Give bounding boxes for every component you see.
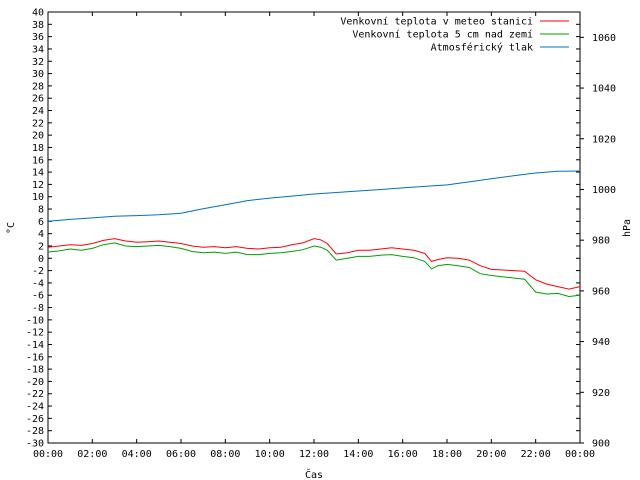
y-tick-label: -22	[26, 389, 44, 400]
legend-label-2: Atmosférický tlak	[431, 42, 533, 54]
y-tick-label: 32	[32, 57, 44, 68]
x-tick-label: 18:00	[432, 449, 462, 460]
y-tick-label: -28	[26, 426, 44, 437]
right-axis-label: hPa	[622, 219, 633, 237]
y-tick-label: 24	[32, 106, 44, 117]
y2-tick-label: 900	[592, 439, 610, 450]
x-tick-label: 02:00	[77, 449, 107, 460]
y-tick-label: 34	[32, 44, 44, 55]
y-tick-label: 22	[32, 118, 44, 129]
left-axis-ticks: -30-28-26-24-22-20-18-16-14-12-10-8-6-4-…	[26, 8, 580, 450]
y-tick-label: -4	[32, 278, 44, 289]
plot-frame	[47, 11, 581, 444]
y-tick-label: 30	[32, 69, 44, 80]
x-tick-label: 08:00	[210, 449, 240, 460]
y-tick-label: 26	[32, 94, 44, 105]
y2-tick-label: 940	[592, 337, 610, 348]
y2-tick-label: 1040	[592, 84, 616, 95]
y-tick-label: 10	[32, 192, 44, 203]
x-tick-label: 06:00	[166, 449, 196, 460]
legend: Venkovní teplota v meteo staniciVenkovní…	[340, 16, 569, 54]
y-tick-label: -18	[26, 365, 44, 376]
y-tick-label: 14	[32, 168, 44, 179]
y2-tick-label: 1060	[592, 33, 616, 44]
x-tick-label: 20:00	[476, 449, 506, 460]
series-lines	[47, 170, 581, 298]
x-tick-label: 00:00	[565, 449, 595, 460]
x-tick-label: 00:00	[33, 449, 63, 460]
y-tick-label: -12	[26, 328, 44, 339]
series-line-2	[47, 170, 581, 222]
y-tick-label: -16	[26, 352, 44, 363]
y-tick-label: -24	[26, 402, 44, 413]
y-tick-label: -26	[26, 414, 44, 425]
x-tick-label: 12:00	[299, 449, 329, 460]
y-tick-label: 16	[32, 155, 44, 166]
y-tick-label: 0	[38, 254, 44, 265]
y2-tick-label: 1020	[592, 134, 616, 145]
y-tick-label: 6	[38, 217, 44, 228]
legend-label-1: Venkovní teplota 5 cm nad zemí	[352, 29, 533, 41]
x-axis-ticks: 00:00 02:00 04:00 06:00 08:00 10:00 12:00 14:00…	[33, 12, 595, 460]
x-tick-label: 04:00	[122, 449, 152, 460]
y-tick-label: 8	[38, 205, 44, 216]
y-tick-label: 4	[38, 229, 44, 240]
left-axis-label: °C	[6, 222, 17, 234]
legend-label-0: Venkovní teplota v meteo stanici	[340, 16, 533, 28]
y2-tick-label: 920	[592, 388, 610, 399]
y-tick-label: -14	[26, 340, 44, 351]
y-tick-label: -20	[26, 377, 44, 388]
y-tick-label: 36	[32, 32, 44, 43]
y2-tick-label: 960	[592, 286, 610, 297]
series-line-1	[47, 242, 581, 298]
y2-tick-label: 1000	[592, 185, 616, 196]
x-axis-label: Čas	[305, 468, 323, 480]
y-tick-label: -30	[26, 439, 44, 450]
right-axis-ticks: 900 920 940 960 980 1000 1020 1040 1060	[580, 33, 616, 450]
y-tick-label: -2	[32, 266, 44, 277]
y-tick-label: 40	[32, 8, 44, 19]
y-tick-label: 12	[32, 180, 44, 191]
x-tick-label: 22:00	[521, 449, 551, 460]
y-tick-label: 2	[38, 241, 44, 252]
y2-tick-label: 980	[592, 236, 610, 247]
x-tick-label: 16:00	[388, 449, 418, 460]
y-tick-label: 20	[32, 131, 44, 142]
x-tick-label: 10:00	[255, 449, 285, 460]
x-tick-label: 14:00	[343, 449, 373, 460]
y-tick-label: -6	[32, 291, 44, 302]
series-line-0	[47, 238, 581, 290]
y-tick-label: 28	[32, 81, 44, 92]
y-tick-label: 18	[32, 143, 44, 154]
y-tick-label: 38	[32, 20, 44, 31]
y-tick-label: -8	[32, 303, 44, 314]
y-tick-label: -10	[26, 315, 44, 326]
